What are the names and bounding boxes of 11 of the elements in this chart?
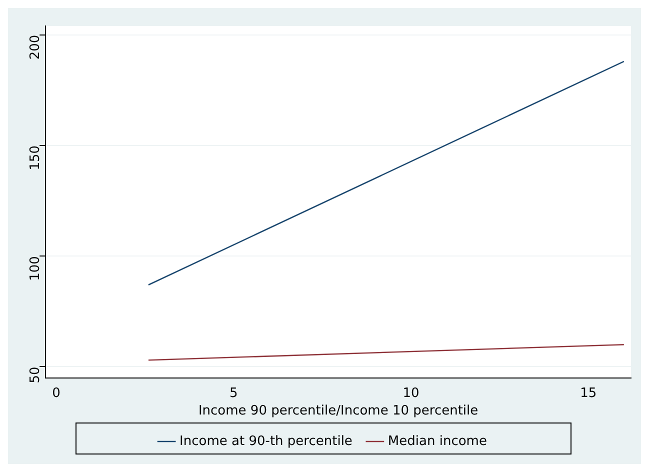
y-tick-label: 200 (28, 34, 43, 60)
x-tick-label: 0 (52, 386, 60, 401)
y-tick-label: 50 (28, 366, 43, 384)
x-tick-label: 5 (229, 386, 238, 401)
legend-label: Median income (388, 434, 487, 449)
legend-label: Income at 90-th percentile (180, 434, 352, 449)
x-axis-title: Income 90 percentile/Income 10 percentile (198, 404, 478, 419)
y-tick-label: 100 (28, 256, 43, 281)
x-tick-label: 10 (402, 386, 420, 401)
y-tick-label: 150 (28, 145, 43, 170)
x-tick-label: 15 (580, 386, 597, 401)
